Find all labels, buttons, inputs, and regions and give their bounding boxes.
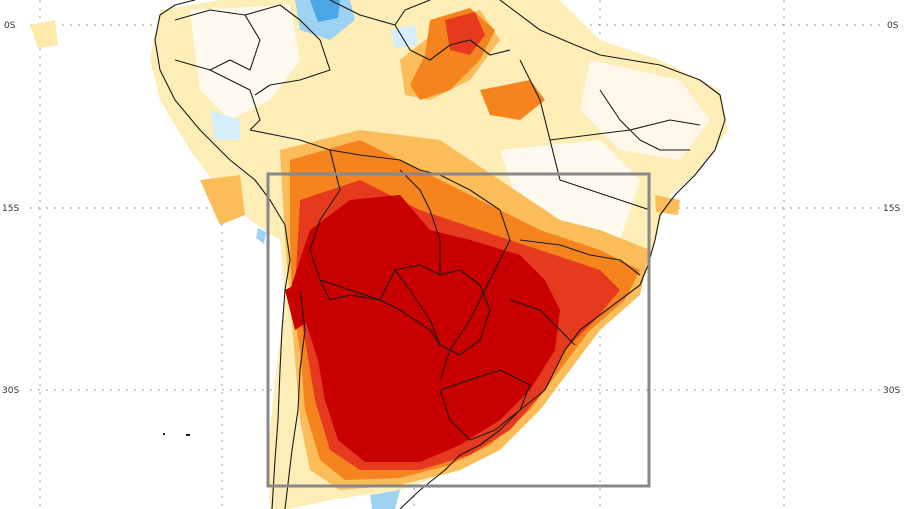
anomaly-moderate-positive-amazon <box>480 80 545 120</box>
island-mark-1 <box>186 434 190 436</box>
region-box <box>266 172 651 488</box>
anomaly-negative-coast <box>256 228 266 244</box>
lat-label-15s-right: 15S <box>883 204 900 214</box>
coastline-west <box>154 14 291 509</box>
anomaly-negative-west <box>210 110 240 140</box>
border-chile-argentina <box>284 289 306 509</box>
anomaly-negative-south <box>370 490 400 509</box>
border-peru-north <box>174 59 261 131</box>
border-paraguay <box>394 269 491 356</box>
border-venezuela <box>244 4 331 96</box>
border-brazil-states-5 <box>599 89 690 151</box>
anomaly-weak-positive-islet <box>30 20 58 48</box>
border-brazil-south <box>439 174 511 381</box>
island-marks <box>163 433 190 436</box>
latitude-labels-left: 0S 15S 30S <box>2 21 19 396</box>
lat-label-0s-left: 0S <box>4 21 16 31</box>
lat-label-30s-right: 30S <box>883 386 900 396</box>
anomaly-extreme-positive-core <box>290 195 560 462</box>
anomaly-neutral-north <box>190 5 300 120</box>
lat-label-0s-right: 0S <box>887 21 899 31</box>
border-guianas <box>394 24 511 61</box>
lat-label-15s-left: 15S <box>2 204 19 214</box>
border-uruguay <box>439 369 531 441</box>
anomaly-weak-positive-west <box>200 175 245 225</box>
latitude-labels-right: 0S 15S 30S <box>883 21 900 396</box>
border-argentina-north <box>319 279 441 346</box>
lat-label-30s-left: 30S <box>2 386 19 396</box>
anomaly-neutral-northeast <box>580 60 710 160</box>
border-brazil-states-3 <box>519 239 641 276</box>
anomaly-negative-north-core <box>310 0 340 22</box>
anomaly-negative-small <box>390 25 418 48</box>
anomaly-field <box>30 0 728 509</box>
border-brazil-west <box>249 129 441 176</box>
borders <box>154 0 726 509</box>
border-brazil-states-1 <box>519 59 651 211</box>
border-brazil-states-4 <box>509 299 576 346</box>
island-mark-2 <box>163 433 165 435</box>
border-bolivia <box>309 149 441 301</box>
border-colombia <box>174 9 261 71</box>
